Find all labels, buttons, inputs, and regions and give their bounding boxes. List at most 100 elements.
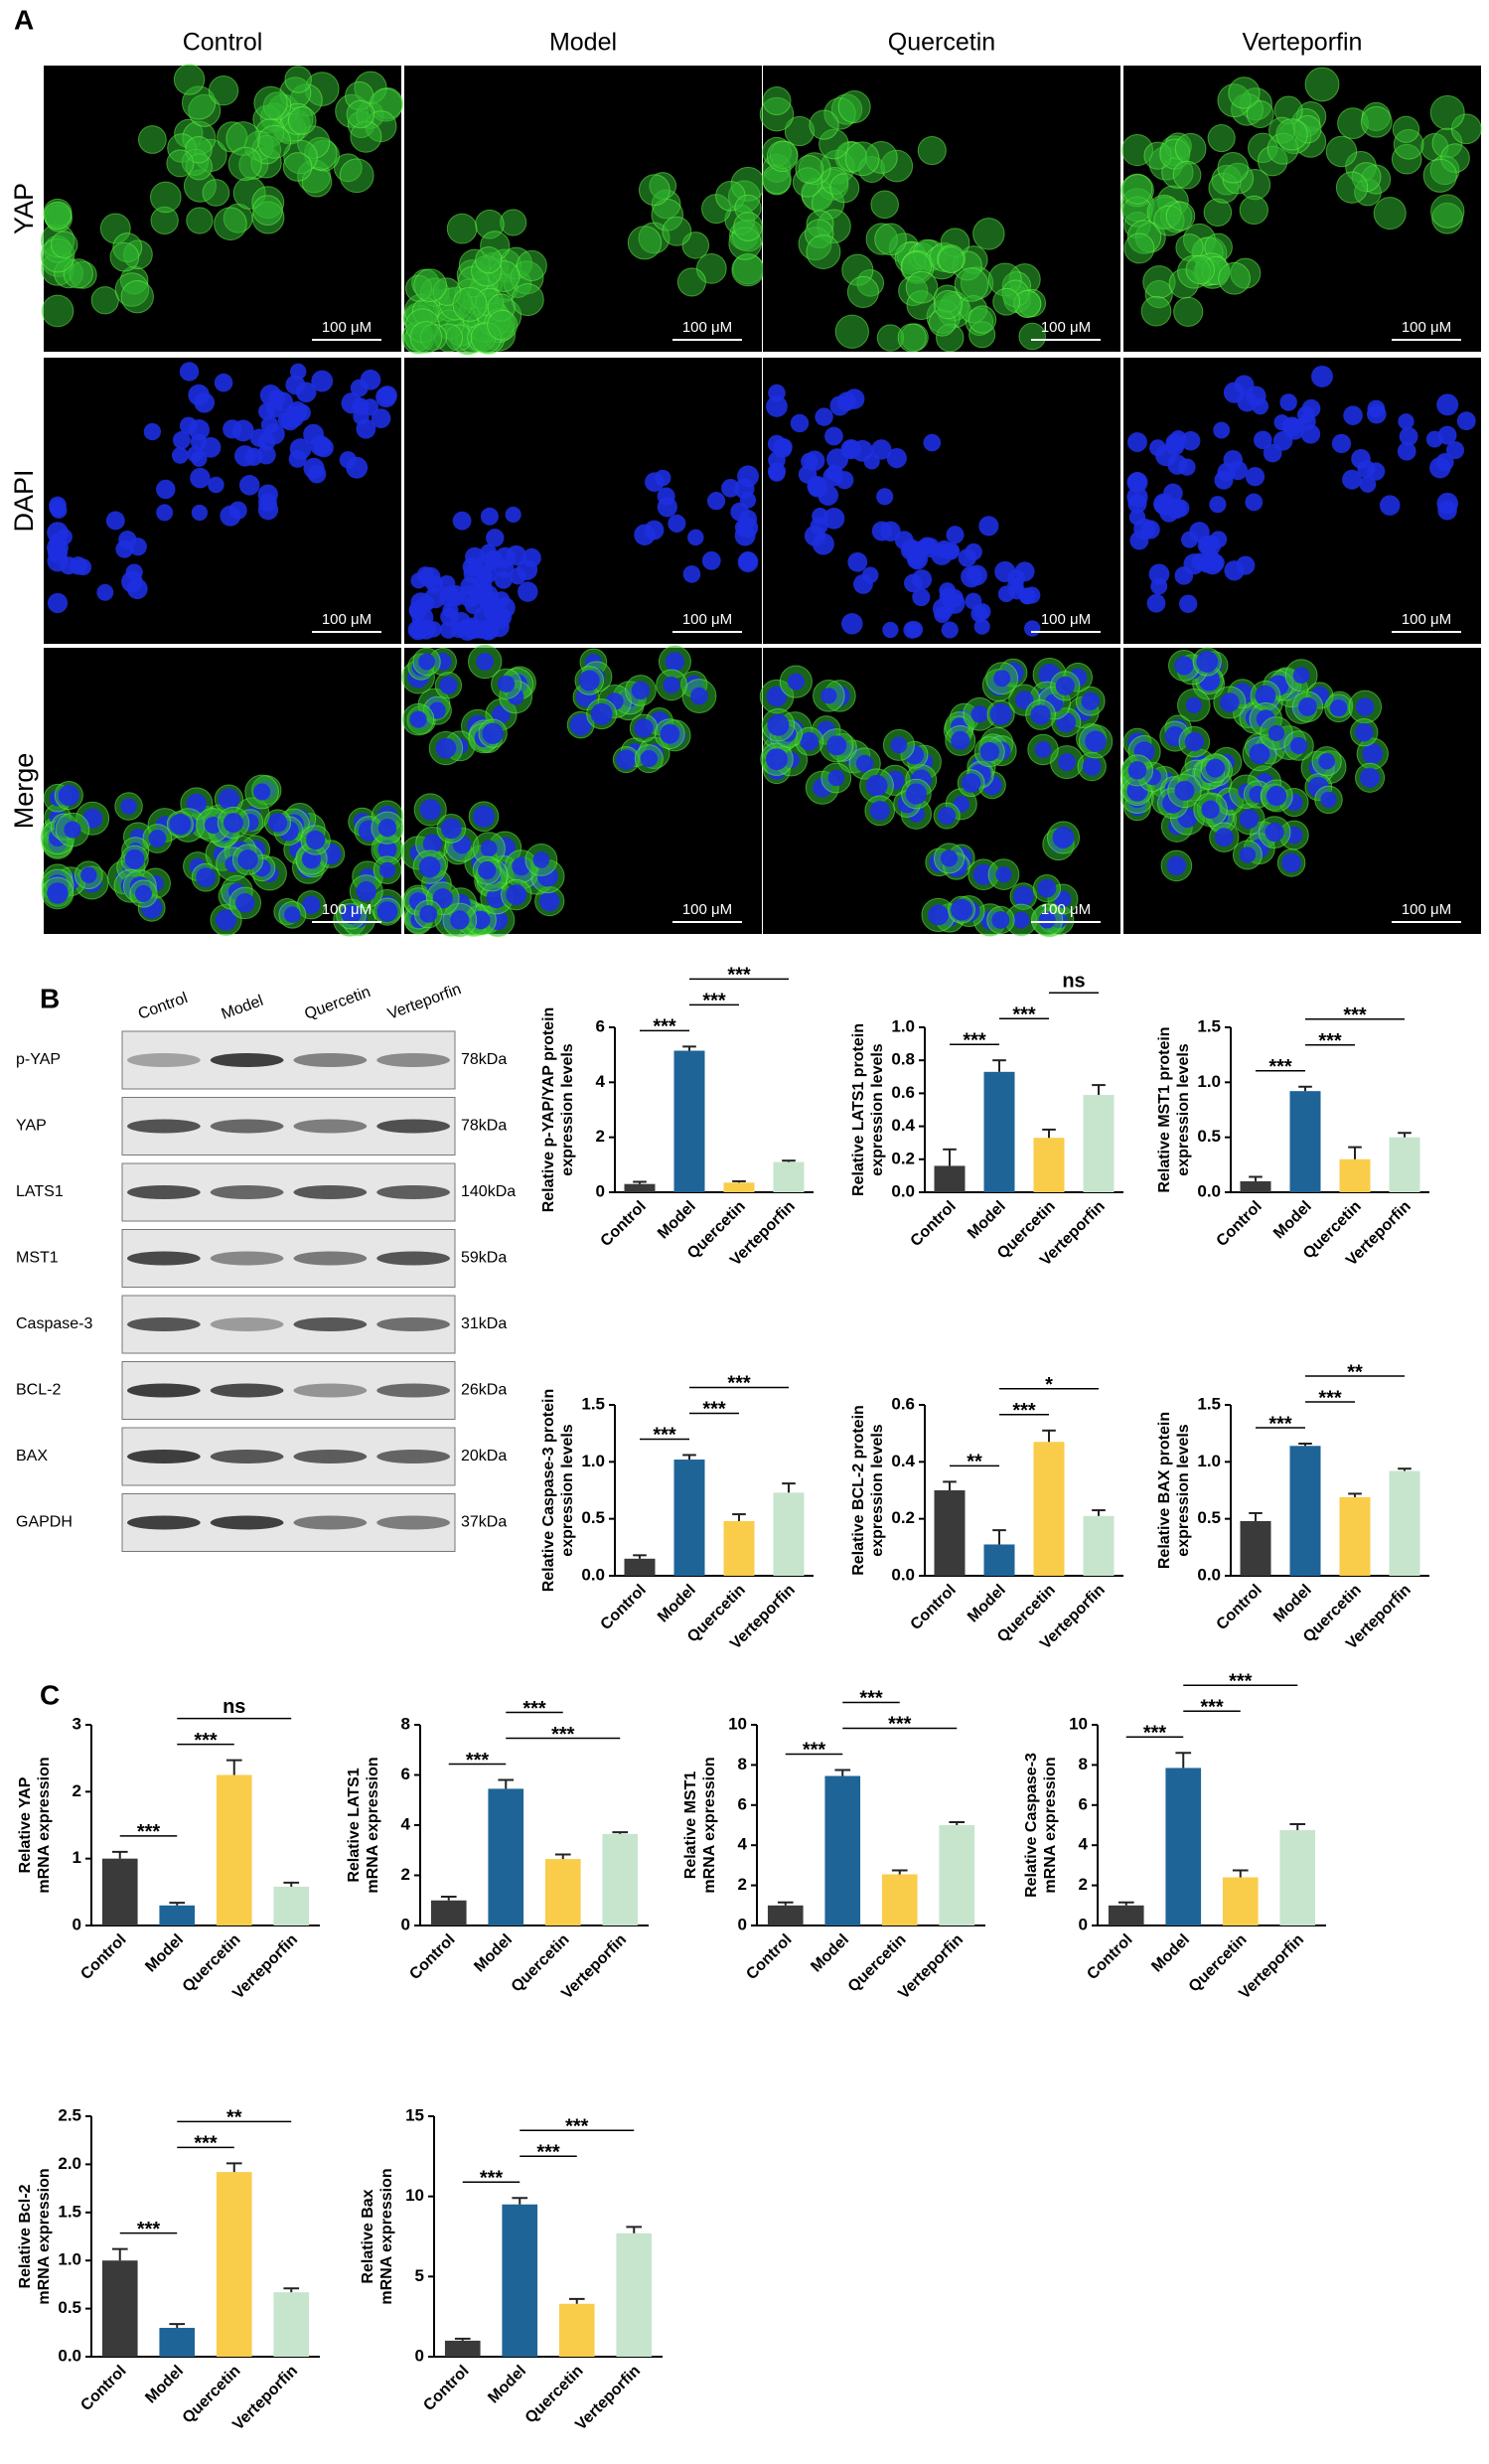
- cell-cytoplasm: [809, 109, 839, 140]
- cell-nucleus: [890, 736, 908, 754]
- significance-label: ***: [1143, 1723, 1167, 1745]
- cell-nucleus: [946, 526, 965, 544]
- bar: [1108, 1905, 1144, 1925]
- cell-nucleus: [1013, 885, 1034, 907]
- cell-nucleus: [179, 362, 200, 382]
- cell-cytoplasm: [1140, 295, 1172, 327]
- bar: [934, 1490, 966, 1576]
- cell-nucleus: [1436, 393, 1459, 416]
- cell-nucleus: [476, 620, 497, 640]
- error-bar: [111, 1850, 128, 1859]
- y-axis-label: mRNA expression: [378, 2168, 395, 2304]
- bar: [1389, 1470, 1420, 1576]
- bar: [1389, 1137, 1420, 1192]
- cell-nucleus: [721, 478, 740, 498]
- cell-nucleus: [1082, 757, 1102, 776]
- lane-label: Model: [220, 993, 266, 1023]
- blot-band: [210, 1450, 284, 1463]
- cell-nucleus: [1272, 431, 1293, 451]
- significance-label: ***: [194, 2133, 218, 2155]
- error-bar: [1042, 1429, 1056, 1443]
- cell-nucleus: [1214, 470, 1234, 490]
- blot-band: [376, 1383, 450, 1398]
- cell-cytoplasm: [954, 267, 989, 302]
- cell-nucleus: [1367, 403, 1387, 424]
- cell-cytoplasm: [846, 275, 879, 309]
- y-tick-label: 1.0: [891, 1016, 915, 1035]
- cell-cytoplasm: [90, 286, 119, 315]
- cell-nucleus: [96, 583, 114, 601]
- cell-cytoplasm: [870, 190, 899, 220]
- cell-nucleus: [994, 560, 1016, 583]
- cell-nucleus: [285, 375, 306, 395]
- y-tick-label: 2: [401, 1865, 410, 1884]
- cell-nucleus: [263, 423, 285, 445]
- cell-nucleus: [1311, 365, 1333, 387]
- y-tick-label: 4: [401, 1814, 411, 1833]
- significance-label: ***: [803, 1740, 826, 1762]
- significance-label: *: [1045, 1374, 1053, 1396]
- micrograph: 100 μM: [401, 66, 766, 356]
- cell-nucleus: [218, 788, 240, 810]
- blot-band: [293, 1185, 368, 1199]
- bar: [1222, 1877, 1259, 1925]
- y-tick-label: 0.6: [891, 1083, 915, 1102]
- x-tick-label: Control: [908, 1582, 960, 1633]
- bar: [767, 1905, 804, 1925]
- cell-nucleus: [171, 446, 189, 464]
- micrograph: 100 μM: [44, 358, 401, 644]
- cell-nucleus: [215, 909, 237, 931]
- cell-cytoplasm: [346, 99, 375, 129]
- cell-nucleus: [1320, 791, 1337, 808]
- blot-band: [293, 1053, 368, 1067]
- y-tick-label: 0: [1079, 1915, 1088, 1933]
- error-bar: [949, 1820, 966, 1825]
- blot-band: [376, 1317, 450, 1331]
- significance-label: **: [1347, 1361, 1363, 1383]
- blot-band: [127, 1185, 201, 1199]
- y-tick-label: 0.0: [58, 2346, 81, 2365]
- x-tick-label: Control: [743, 1931, 795, 1983]
- cell-nucleus: [480, 840, 498, 857]
- x-tick-label: Model: [471, 1931, 516, 1976]
- cell-nucleus: [800, 731, 819, 751]
- micrograph: 100 μM: [1120, 66, 1482, 352]
- column-label: Quercetin: [888, 29, 995, 57]
- cell-cytoplasm: [1430, 194, 1465, 229]
- y-tick-label: 6: [738, 1794, 747, 1813]
- cell-cytoplasm: [733, 212, 763, 241]
- blot-band: [210, 1053, 284, 1067]
- cell-cytoplasm: [1239, 195, 1268, 226]
- bar: [273, 1886, 310, 1925]
- row-label: Merge: [9, 753, 39, 830]
- scale-bar-label: 100 μM: [1402, 611, 1451, 628]
- cell-nucleus: [1298, 697, 1317, 716]
- bar: [624, 1183, 656, 1192]
- x-tick-label: Model: [655, 1582, 699, 1626]
- cell-nucleus: [532, 851, 550, 868]
- error-bar: [111, 2247, 128, 2261]
- cell-nucleus: [1252, 397, 1269, 415]
- significance-label: ***: [1268, 1413, 1292, 1435]
- x-tick-label: Control: [1084, 1931, 1135, 1983]
- cell-nucleus: [1245, 493, 1264, 512]
- blot-band: [127, 1317, 201, 1331]
- band-size: 59kDa: [461, 1250, 507, 1267]
- band-name: p-YAP: [16, 1051, 61, 1068]
- cell-nucleus: [306, 831, 326, 850]
- cell-nucleus: [970, 705, 988, 723]
- cell-nucleus: [865, 774, 888, 797]
- cell-nucleus: [1058, 753, 1076, 772]
- cell-nucleus: [521, 547, 541, 567]
- scale-bar-label: 100 μM: [1041, 319, 1091, 336]
- y-tick-label: 2: [1079, 1875, 1088, 1894]
- cell-cytoplasm: [253, 85, 288, 120]
- y-tick-label: 0: [738, 1915, 747, 1933]
- cell-nucleus: [869, 800, 890, 821]
- cell-cytoplasm: [662, 216, 692, 246]
- cell-cytoplasm: [446, 213, 478, 244]
- cell-nucleus: [1052, 827, 1075, 848]
- cell-nucleus: [223, 813, 243, 834]
- cell-nucleus: [1178, 458, 1196, 476]
